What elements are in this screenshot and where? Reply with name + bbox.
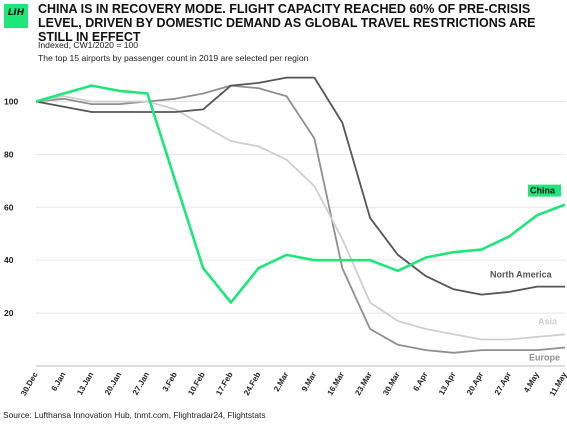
series-label-china: China [530, 186, 556, 196]
y-tick-label: 40 [4, 255, 14, 265]
chart-title: CHINA IS IN RECOVERY MODE. FLIGHT CAPACI… [38, 2, 536, 44]
x-tick-label: 30.Dec [19, 370, 40, 397]
x-tick-label: 6.Jan [50, 370, 68, 392]
x-tick-label: 4.May [522, 370, 541, 394]
x-tick-label: 16.Mar [326, 371, 346, 397]
logo: LIH [4, 4, 28, 28]
y-tick-label: 60 [4, 202, 14, 212]
x-tick-label: 27.Apr [493, 371, 513, 397]
series-lines [35, 76, 566, 354]
x-tick-label: 11.May [548, 370, 567, 398]
grid [36, 100, 565, 367]
x-tick-label: 23.Mar [353, 371, 373, 397]
x-axis: 30.Dec 6.Jan 13.Jan 20.Jan 27.Jan 3.Feb 10.Feb… [19, 370, 567, 398]
series-line-asia [35, 95, 566, 341]
series-line-north-america [35, 76, 565, 296]
chart-subtitle-index: Indexed, CW1/2020 = 100 [38, 40, 139, 50]
source-note: Source: Lufthansa Innovation Hub, tnmt.c… [3, 410, 266, 420]
x-tick-label: 27.Jan [131, 370, 151, 396]
chart-subtitle-airports: The top 15 airports by passenger count i… [38, 53, 309, 63]
x-tick-label: 9.Mar [300, 371, 318, 394]
series-label-asia: Asia [538, 316, 558, 326]
series-line-china [35, 84, 566, 304]
series-line-europe [35, 84, 566, 354]
x-tick-label: 17.Feb [214, 370, 235, 397]
series-label-europe: Europe [529, 352, 560, 362]
series-labels: China North America Asia Europe [490, 184, 561, 362]
x-tick-label: 24.Feb [242, 370, 263, 397]
y-axis: 20 40 60 80 100 [4, 96, 18, 318]
x-tick-label: 6.Apr [412, 371, 430, 393]
series-label-bg-china [528, 184, 561, 197]
x-tick-label: 10.Feb [186, 370, 207, 397]
logo-text: LIH [7, 8, 25, 18]
x-tick-label: 3.Feb [161, 370, 179, 393]
y-tick-label: 80 [4, 149, 14, 159]
x-tick-label: 2.Mar [272, 371, 290, 394]
y-tick-label: 20 [4, 308, 14, 318]
y-tick-label: 100 [4, 96, 18, 106]
series-label-north-america: North America [490, 270, 553, 280]
x-tick-label: 13.Jan [75, 370, 95, 396]
x-tick-label: 20.Apr [465, 371, 485, 397]
x-tick-label: 13.Apr [437, 371, 457, 397]
x-tick-label: 20.Jan [103, 370, 123, 396]
x-tick-label: 30.Mar [381, 371, 401, 397]
